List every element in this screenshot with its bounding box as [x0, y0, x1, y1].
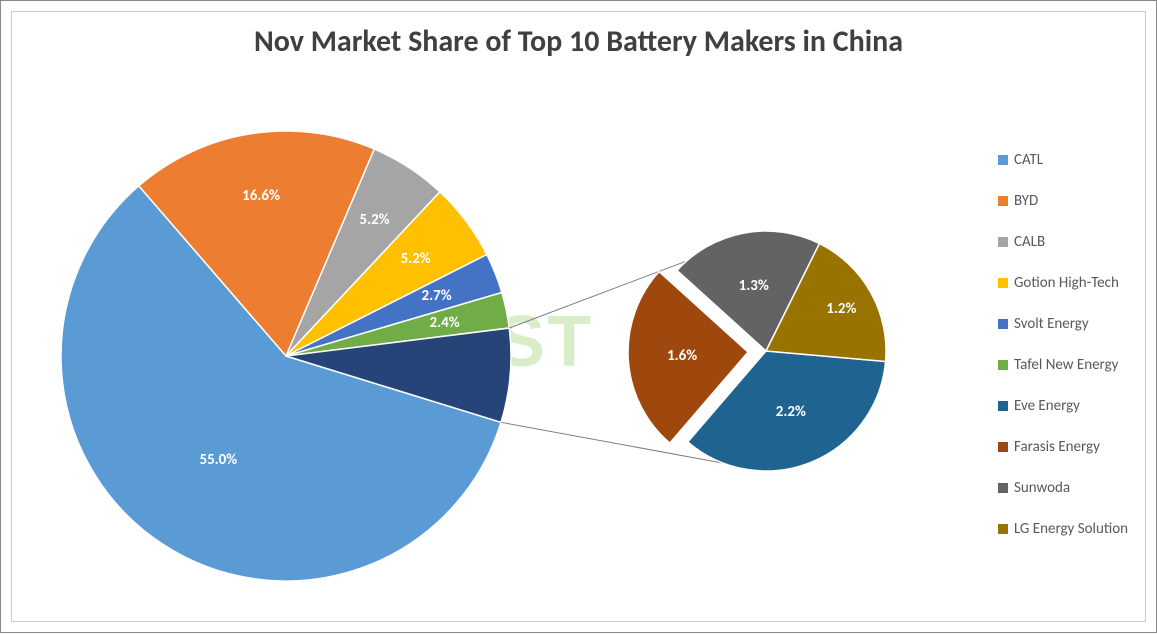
slice-label: 1.3% [739, 277, 769, 295]
legend-item: BYD [998, 192, 1128, 210]
slice-label: 1.2% [826, 300, 856, 318]
slice-label: 16.6% [242, 187, 280, 205]
legend-item: Sunwoda [998, 479, 1128, 497]
legend-label: Svolt Energy [1014, 315, 1089, 333]
legend-label: Tafel New Energy [1014, 356, 1118, 374]
legend-item: Gotion High-Tech [998, 274, 1128, 292]
legend-item: CALB [998, 233, 1128, 251]
legend-label: LG Energy Solution [1014, 520, 1128, 538]
legend-swatch [998, 401, 1008, 411]
legend-swatch [998, 360, 1008, 370]
legend-item: LG Energy Solution [998, 520, 1128, 538]
legend-swatch [998, 237, 1008, 247]
legend-label: CATL [1014, 151, 1043, 169]
slice-label: 55.0% [199, 451, 237, 469]
legend-swatch [998, 483, 1008, 493]
chart-container: Nov Market Share of Top 10 Battery Maker… [0, 0, 1157, 633]
legend-swatch [998, 319, 1008, 329]
legend-label: Sunwoda [1014, 479, 1070, 497]
slice-label: 2.2% [776, 403, 806, 421]
slice-label: 2.7% [422, 287, 452, 305]
legend-swatch [998, 442, 1008, 452]
legend-swatch [998, 524, 1008, 534]
legend-label: Eve Energy [1014, 397, 1080, 415]
slice-label: 2.4% [430, 314, 460, 332]
legend-label: CALB [1014, 233, 1045, 251]
slice-label: 1.6% [667, 347, 697, 365]
legend-item: Farasis Energy [998, 438, 1128, 456]
pie-svg [1, 1, 1157, 634]
legend-item: Tafel New Energy [998, 356, 1128, 374]
legend-item: CATL [998, 151, 1128, 169]
legend-swatch [998, 196, 1008, 206]
legend-swatch [998, 155, 1008, 165]
legend-item: Eve Energy [998, 397, 1128, 415]
slice-label: 5.2% [401, 250, 431, 268]
legend-label: Farasis Energy [1014, 438, 1100, 456]
legend-label: Gotion High-Tech [1014, 274, 1119, 292]
legend-swatch [998, 278, 1008, 288]
legend-item: Svolt Energy [998, 315, 1128, 333]
legend-label: BYD [1014, 192, 1038, 210]
chart-legend: CATL BYD CALB Gotion High-Tech Svolt Energy T… [998, 151, 1128, 561]
slice-label: 5.2% [359, 211, 389, 229]
